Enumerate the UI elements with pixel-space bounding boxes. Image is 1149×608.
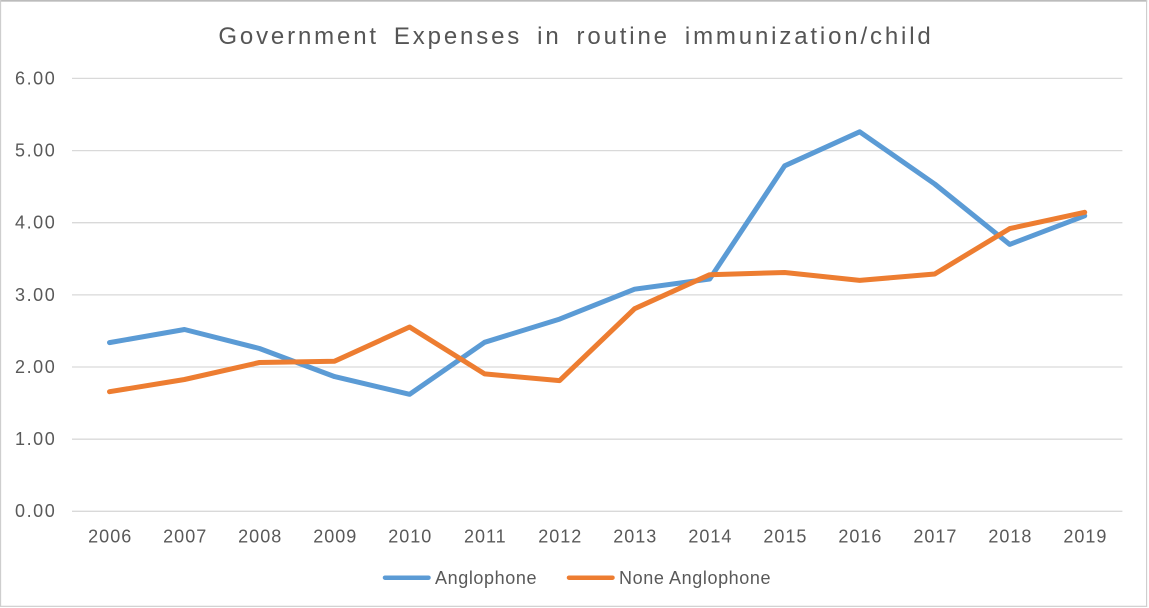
svg-text:2014: 2014 — [688, 526, 732, 546]
svg-text:0.00: 0.00 — [15, 501, 56, 521]
svg-text:2009: 2009 — [313, 526, 357, 546]
svg-text:None Anglophone: None Anglophone — [619, 568, 771, 588]
svg-text:2017: 2017 — [913, 526, 957, 546]
svg-text:2018: 2018 — [988, 526, 1032, 546]
svg-text:2010: 2010 — [388, 526, 432, 546]
svg-text:2013: 2013 — [613, 526, 657, 546]
svg-text:6.00: 6.00 — [15, 68, 56, 88]
svg-text:2012: 2012 — [538, 526, 582, 546]
svg-text:2007: 2007 — [163, 526, 207, 546]
svg-text:3.00: 3.00 — [15, 285, 56, 305]
svg-text:2019: 2019 — [1063, 526, 1107, 546]
svg-text:2015: 2015 — [763, 526, 807, 546]
svg-text:4.00: 4.00 — [15, 213, 56, 233]
svg-text:2.00: 2.00 — [15, 357, 56, 377]
svg-text:2006: 2006 — [88, 526, 132, 546]
svg-text:1.00: 1.00 — [15, 429, 56, 449]
svg-text:2016: 2016 — [838, 526, 882, 546]
svg-text:5.00: 5.00 — [15, 141, 56, 161]
svg-text:2011: 2011 — [464, 526, 507, 546]
svg-text:2008: 2008 — [238, 526, 282, 546]
svg-text:Anglophone: Anglophone — [435, 568, 537, 588]
svg-text:Government Expenses in routine: Government Expenses in routine immunizat… — [218, 23, 933, 50]
